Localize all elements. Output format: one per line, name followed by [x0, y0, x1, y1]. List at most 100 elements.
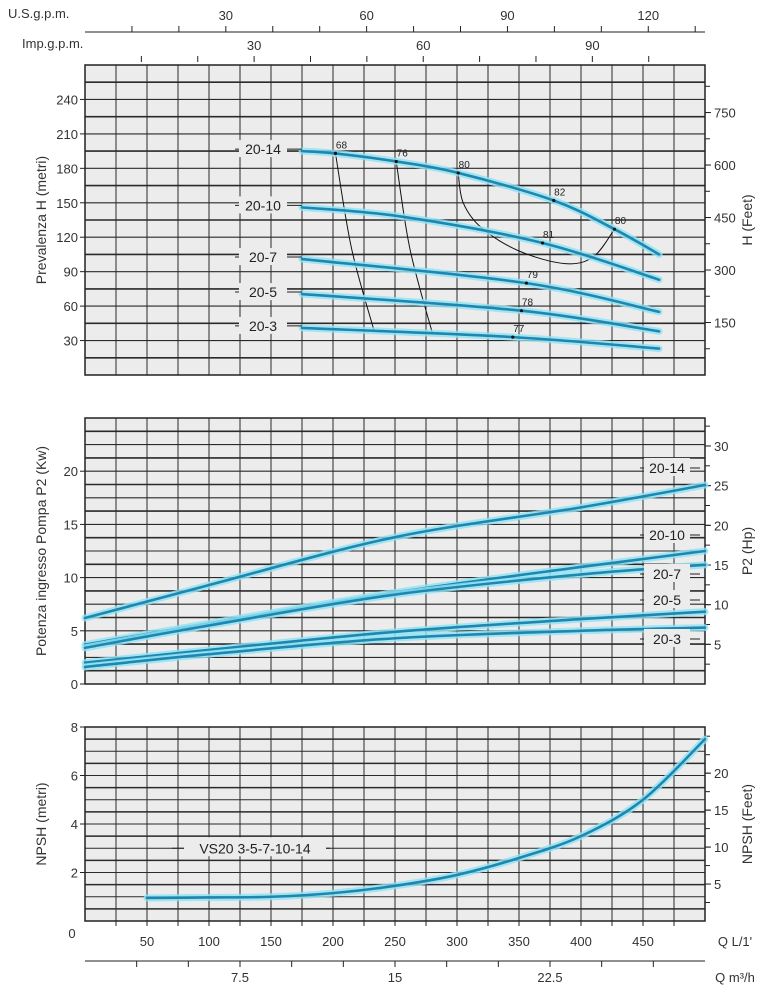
y-right-tick-label: 25 — [714, 479, 728, 494]
m3h-axis-label: Q m³/h — [715, 970, 755, 985]
power-curve-20-3 — [83, 626, 707, 669]
efficiency-label: 79 — [527, 270, 539, 281]
curve-label: 20-3 — [653, 631, 681, 647]
y-right-tick-label: 5 — [714, 637, 721, 652]
m3h-tick-label: 7.5 — [231, 970, 249, 985]
curve-label: 20-10 — [649, 527, 685, 543]
curve-label: 20-14 — [245, 141, 281, 157]
x-tick-label: 350 — [508, 934, 530, 949]
efficiency-point — [612, 227, 617, 231]
curve-label-bg — [239, 140, 287, 158]
curve-label-bg — [239, 316, 287, 334]
y-tick-label: 0 — [71, 677, 78, 692]
curve-label: 20-5 — [249, 284, 277, 300]
y-right-tick-label: 20 — [714, 518, 728, 533]
y-right-tick-label: 10 — [714, 840, 728, 855]
curve-label-bg — [644, 525, 690, 543]
top-axis-tick-label: 30 — [247, 38, 261, 53]
curve-label: 20-5 — [653, 592, 681, 608]
y-tick-label: 20 — [64, 464, 78, 479]
power-curve-20-5 — [83, 610, 707, 665]
top-axis-tick-label: 30 — [219, 8, 233, 23]
top-axis-tick-label: 60 — [359, 8, 373, 23]
y-right-axis-label: H (Feet) — [739, 194, 755, 245]
panel-0: 20-14 20-10 20-7 20-5 20-3 — [80, 64, 711, 376]
efficiency-curve — [395, 161, 433, 333]
curve-label-bg — [239, 248, 287, 266]
x-tick-label: 400 — [570, 934, 592, 949]
curve-label-bg — [644, 629, 690, 647]
curve-label: 20-3 — [249, 318, 277, 334]
efficiency-label: 80 — [615, 216, 627, 227]
efficiency-label: 78 — [522, 298, 534, 309]
plot-frame — [84, 64, 706, 376]
head-curve-20-7 — [300, 257, 661, 314]
head-curve-20-5 — [300, 292, 661, 333]
y-tick-label: 4 — [71, 817, 78, 832]
x-tick-label: 150 — [260, 934, 282, 949]
head-curve-20-10 — [300, 206, 661, 282]
curve-label: 20-14 — [649, 460, 685, 476]
curve-label-bg — [644, 564, 690, 582]
panel-2 — [80, 726, 711, 922]
y-axis-label: NPSH (metri) — [33, 782, 49, 865]
y-right-tick-label: 750 — [714, 106, 736, 121]
power-curve-20-14 — [83, 483, 707, 620]
usgpm-axis-label: U.S.g.p.m. — [8, 6, 69, 21]
efficiency-label: 81 — [543, 230, 555, 241]
top-axis-tick-label: 90 — [585, 38, 599, 53]
efficiency-point — [333, 151, 338, 156]
y-right-tick-label: 15 — [714, 558, 728, 573]
efficiency-point — [394, 159, 398, 164]
y-right-tick-label: 15 — [714, 803, 728, 818]
top-axis-tick-label: 120 — [637, 8, 659, 23]
curve-label-bg — [239, 196, 287, 214]
y-tick-label: 30 — [64, 334, 78, 349]
top-axis-tick-label: 60 — [416, 38, 430, 53]
curve-label-bg — [644, 590, 690, 608]
y-axis-label: Prevalenza H (metri) — [33, 156, 49, 284]
efficiency-curve — [334, 153, 375, 331]
panel-1 — [80, 417, 711, 685]
efficiency-label: 77 — [513, 324, 525, 335]
y-right-tick-label: 300 — [714, 263, 736, 278]
power-curve-20-7 — [83, 563, 707, 650]
x-tick-label: 300 — [446, 934, 468, 949]
x-tick-label: 250 — [384, 934, 406, 949]
y-right-axis-label: P2 (Hp) — [739, 527, 755, 575]
y-right-tick-label: 30 — [714, 439, 728, 454]
y-tick-label: 240 — [56, 92, 78, 107]
y-tick-label: 5 — [71, 624, 78, 639]
y-tick-label: 210 — [56, 127, 78, 142]
efficiency-point — [519, 309, 524, 313]
efficiency-label: 68 — [336, 140, 348, 151]
npsh-annotation: VS20 3-5-7-10-14 — [199, 840, 311, 856]
curve-label: 20-10 — [245, 197, 281, 213]
x-tick-label: 0 — [68, 926, 75, 941]
curve-label-bg — [644, 458, 690, 476]
y-right-tick-label: 20 — [714, 766, 728, 781]
x-tick-label: 450 — [632, 934, 654, 949]
y-tick-label: 150 — [56, 196, 78, 211]
y-tick-label: 2 — [71, 866, 78, 881]
y-axis-label: Potenza ingresso Pompa P2 (Kw) — [33, 446, 49, 656]
y-right-tick-label: 600 — [714, 158, 736, 173]
efficiency-point — [540, 241, 545, 245]
y-tick-label: 8 — [71, 720, 78, 735]
efficiency-point — [511, 335, 515, 339]
x-tick-label: 200 — [322, 934, 344, 949]
top-axis-tick-label: 90 — [500, 8, 514, 23]
y-tick-label: 90 — [64, 265, 78, 280]
npsh-curve — [145, 737, 707, 900]
m3h-tick-label: 15 — [388, 970, 402, 985]
y-right-axis-label: NPSH (Feet) — [739, 784, 755, 864]
y-right-tick-label: 10 — [714, 598, 728, 613]
efficiency-label: 82 — [554, 187, 566, 198]
impgpm-axis-label: Imp.g.p.m. — [22, 36, 83, 51]
y-tick-label: 120 — [56, 230, 78, 245]
curve-label-bg — [239, 283, 287, 301]
m3h-tick-label: 22.5 — [537, 970, 562, 985]
x-tick-label: 100 — [198, 934, 220, 949]
y-right-tick-label: 150 — [714, 316, 736, 331]
